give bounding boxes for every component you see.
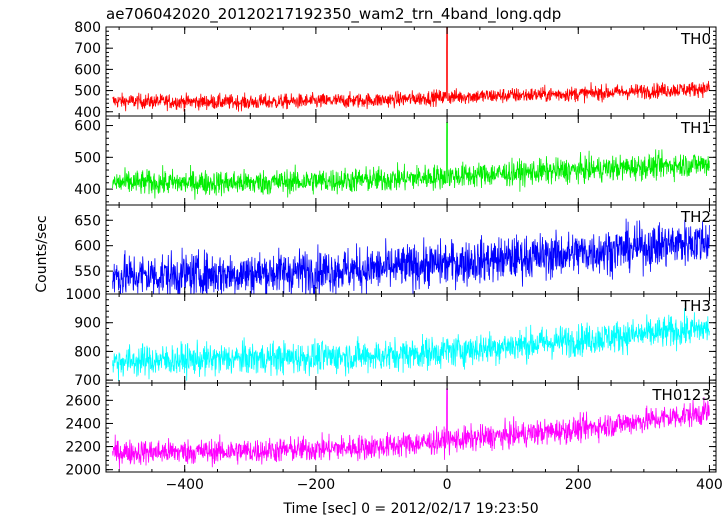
y-tick-label: 500 [74,150,101,166]
y-tick-label: 900 [74,316,101,332]
x-tick-label: 400 [696,477,722,493]
panel-frame [105,382,717,473]
y-tick-label: 500 [74,84,101,100]
y-tick-label: 600 [74,62,101,78]
y-tick-label: 2400 [65,416,101,432]
y-axis-label: Counts/sec [34,215,50,292]
y-tick-label: 600 [74,119,101,135]
y-tick-label: 400 [74,182,101,198]
y-tick-label: 700 [74,373,101,389]
panel-label: TH1 [680,119,711,137]
series-line-th0 [112,27,710,112]
series-line-th3 [112,308,710,381]
chart-title: ae706042020_20120217192350_wam2_trn_4ban… [106,5,561,24]
x-tick-label: −200 [297,477,335,493]
x-tick-label: 200 [565,477,592,493]
panel-label: TH0123 [651,386,711,404]
y-tick-label: 650 [74,213,101,229]
series-line-th0123 [112,388,710,470]
panel-th1: 400 500 600 TH1 [74,115,717,206]
y-tick-label: 1000 [65,287,101,303]
panels: 400 500 600 700 800 TH0 400 500 600 TH1 550 600 650 T… [65,20,717,479]
y-tick-label: 800 [74,344,101,360]
x-axis: −400 −200 0 200 400 [165,477,722,493]
x-axis-label: Time [sec] 0 = 2012/02/17 19:23:50 [282,501,538,516]
x-tick-label: 0 [443,477,452,493]
panel-label: TH3 [680,297,711,315]
x-tick-label: −400 [165,477,203,493]
y-tick-label: 600 [74,239,101,255]
panel-label: TH2 [680,208,711,226]
y-tick-label: 550 [74,264,101,280]
panel-th0123: 2000 2200 2400 2600 TH0123 [65,382,717,479]
panel-th3: 700 800 900 1000 TH3 [65,287,717,389]
y-tick-label: 700 [74,41,101,57]
series-line-th1 [112,122,710,200]
panel-label: TH0 [680,30,711,48]
y-tick-label: 400 [74,105,101,121]
y-tick-label: 2000 [65,463,101,479]
panel-th2: 550 600 650 TH2 [74,204,717,295]
panel-th0: 400 500 600 700 800 TH0 [74,20,717,121]
y-tick-label: 800 [74,20,101,36]
series-line-th2 [112,218,710,294]
y-tick-label: 2600 [65,393,101,409]
y-tick-label: 2200 [65,440,101,456]
